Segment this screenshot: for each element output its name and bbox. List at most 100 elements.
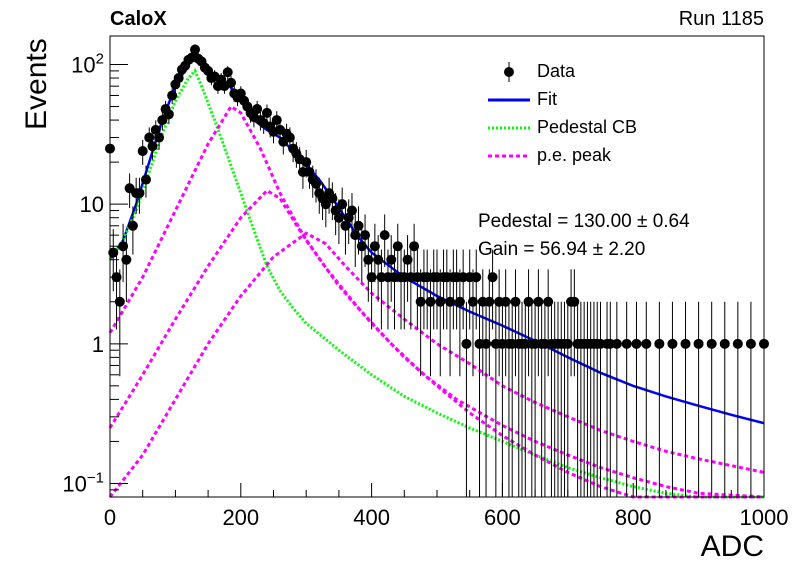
data-point — [173, 71, 184, 86]
data-point — [134, 177, 145, 214]
data-marker — [144, 132, 155, 143]
data-marker — [631, 338, 642, 349]
y-tick-label: 1 — [92, 332, 104, 357]
axes: 0 200 400 600 800 1000 10−1 1 10 102 — [62, 51, 788, 530]
data-marker — [346, 205, 357, 216]
legend-item-pedestal: Pedestal CB — [480, 114, 680, 142]
data-point — [415, 269, 426, 377]
data-point — [157, 111, 168, 131]
data-marker — [173, 73, 184, 84]
data-marker — [454, 296, 465, 307]
data-point — [667, 301, 678, 497]
data-point — [147, 135, 158, 160]
data-marker — [732, 338, 743, 349]
data-point — [467, 269, 478, 377]
data-marker — [379, 230, 390, 241]
data-marker — [621, 338, 632, 349]
data-marker — [706, 338, 717, 349]
data-marker — [533, 296, 544, 307]
data-point — [222, 66, 233, 80]
data-point — [386, 235, 397, 302]
data-marker — [222, 67, 233, 78]
data-marker — [252, 104, 263, 115]
data-marker — [350, 230, 361, 241]
data-marker — [654, 338, 665, 349]
data-point — [533, 269, 544, 377]
data-point — [369, 223, 380, 283]
legend-line-symbol — [488, 98, 530, 102]
data-marker — [487, 272, 498, 283]
data-marker — [261, 107, 272, 118]
data-marker — [284, 132, 295, 143]
data-marker — [369, 241, 380, 252]
legend-label: Fit — [537, 89, 557, 109]
gain-stat: Gain = 56.94 ± 2.20 — [478, 239, 646, 260]
data-point — [543, 269, 554, 377]
legend-item-data: Data — [480, 58, 680, 86]
x-tick-label: 0 — [104, 505, 116, 530]
data-point — [611, 301, 622, 497]
data-marker — [680, 338, 691, 349]
data-marker — [353, 220, 364, 231]
data-marker — [373, 254, 384, 265]
legend-line-symbol — [488, 126, 530, 130]
data-point — [392, 223, 403, 283]
x-tick-label: 1000 — [740, 505, 789, 530]
data-point — [140, 165, 151, 198]
legend-marker-symbol — [504, 62, 514, 82]
data-marker — [500, 296, 511, 307]
data-marker — [320, 199, 331, 210]
data-marker — [137, 146, 148, 157]
data-point — [732, 301, 743, 497]
data-marker — [392, 241, 403, 252]
data-point — [621, 301, 632, 497]
data-marker — [154, 132, 165, 143]
data-point — [154, 127, 165, 150]
data-point — [301, 149, 312, 178]
data-point — [510, 269, 521, 377]
data-point — [481, 301, 492, 497]
data-marker — [301, 157, 312, 168]
curve-dashed-3 — [108, 188, 765, 499]
data-point — [163, 105, 174, 125]
data-marker — [327, 193, 338, 204]
data-marker — [667, 338, 678, 349]
data-marker — [356, 241, 367, 252]
data-marker — [366, 272, 377, 283]
data-marker — [134, 188, 145, 199]
data-point — [311, 169, 322, 203]
data-marker — [147, 141, 158, 152]
data-marker — [484, 296, 495, 307]
legend-item-pe-peak: p.e. peak — [480, 142, 680, 170]
data-marker — [190, 44, 201, 55]
x-tick-label: 600 — [484, 505, 521, 530]
data-point — [225, 76, 236, 91]
data-points — [105, 44, 769, 497]
data-point — [719, 301, 730, 497]
data-point — [569, 269, 580, 377]
data-marker — [471, 272, 482, 283]
data-point — [562, 301, 573, 497]
data-point — [261, 104, 272, 123]
data-point — [487, 249, 498, 330]
data-marker — [340, 220, 351, 231]
data-point — [346, 193, 357, 236]
run-number: Run 1185 — [678, 8, 764, 30]
pedestal-stat: Pedestal = 130.00 ± 0.64 — [478, 211, 690, 232]
data-marker — [409, 241, 420, 252]
data-marker — [467, 296, 478, 307]
data-marker — [225, 77, 236, 88]
data-marker — [271, 115, 282, 126]
data-marker — [337, 199, 348, 210]
data-marker — [415, 296, 426, 307]
data-point — [445, 269, 456, 377]
y-axis-label: Events — [20, 38, 53, 130]
legend-label: p.e. peak — [537, 145, 612, 165]
data-point — [304, 158, 315, 189]
data-marker — [167, 90, 178, 101]
data-point — [409, 223, 420, 283]
data-marker — [745, 338, 756, 349]
data-marker — [163, 109, 174, 120]
data-point — [137, 139, 148, 165]
